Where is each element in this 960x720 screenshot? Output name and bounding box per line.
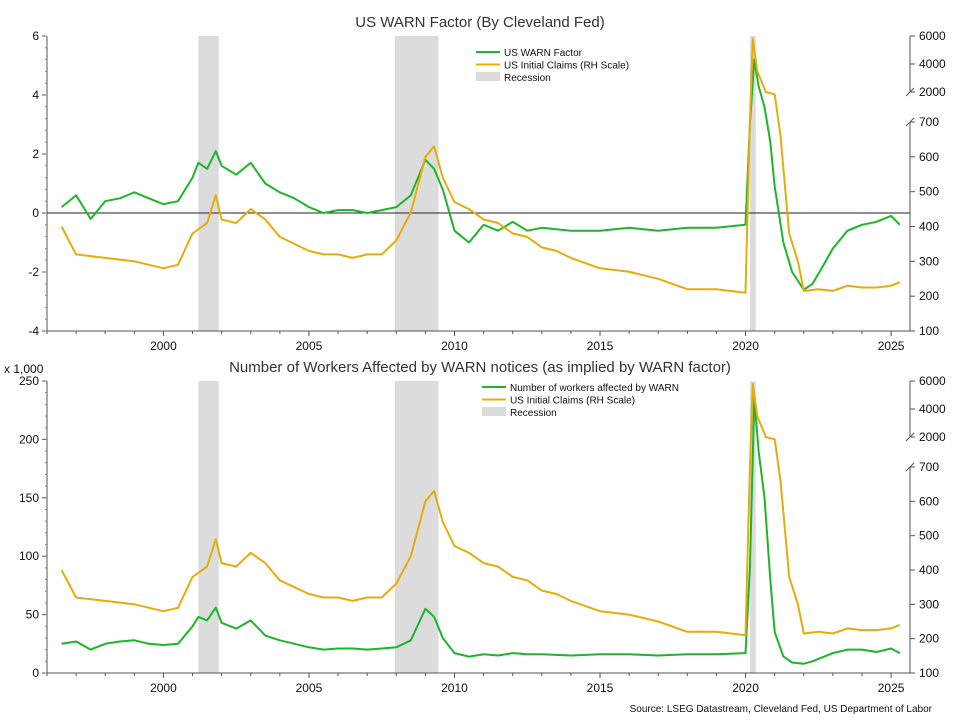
y-right-tick-label: 400 — [919, 563, 939, 577]
recession-band — [749, 381, 756, 673]
x-tick-label: 2005 — [296, 681, 323, 695]
y-right-tick-label: 700 — [919, 115, 939, 129]
y-tick-label: 0 — [32, 666, 39, 680]
y-tick-label: 150 — [19, 491, 39, 505]
y-right-tick-label: 500 — [919, 529, 939, 543]
y-tick-label: 200 — [19, 432, 39, 446]
x-tick-label: 2010 — [441, 681, 468, 695]
y-right-tick-label: 600 — [919, 494, 939, 508]
y-right-tick-label: 100 — [919, 324, 939, 338]
chart-title: US WARN Factor (By Cleveland Fed) — [355, 14, 605, 31]
y-tick-label: 6 — [32, 29, 39, 43]
recession-band — [749, 36, 756, 331]
recession-band — [198, 381, 219, 673]
chart-title: Number of Workers Affected by WARN notic… — [229, 359, 731, 376]
source-note: Source: LSEG Datastream, Cleveland Fed, … — [630, 704, 933, 715]
legend-label: Number of workers affected by WARN — [510, 383, 679, 394]
y-tick-label: 250 — [19, 374, 39, 388]
legend-label: Recession — [504, 73, 551, 84]
y-right-tick-label: 300 — [919, 597, 939, 611]
y-right-tick-label: 300 — [919, 254, 939, 268]
x-tick-label: 2020 — [732, 339, 759, 353]
y-right-tick-label: 4000 — [919, 57, 946, 71]
legend-swatch — [476, 72, 500, 81]
y-right-tick-label: 4000 — [919, 402, 946, 416]
series-line — [61, 396, 901, 665]
x-tick-label: 2015 — [587, 339, 614, 353]
y-tick-label: 2 — [32, 147, 39, 161]
y-right-tick-label: 2000 — [919, 430, 946, 444]
y-right-tick-label: 200 — [919, 632, 939, 646]
series-line — [60, 58, 901, 291]
y-tick-label: 4 — [32, 88, 39, 102]
series-line — [60, 37, 901, 294]
recession-band — [198, 36, 219, 331]
legend-label: US Initial Claims (RH Scale) — [510, 396, 635, 407]
series-line — [60, 382, 901, 637]
y-right-tick-label: 400 — [919, 220, 939, 234]
y-right-tick-label: 2000 — [919, 85, 946, 99]
y-tick-label: -2 — [28, 265, 39, 279]
legend-label: US Initial Claims (RH Scale) — [504, 61, 629, 72]
x-tick-label: 2005 — [296, 339, 323, 353]
y-right-tick-label: 100 — [919, 666, 939, 680]
x-tick-label: 2000 — [150, 339, 177, 353]
y-tick-label: 50 — [26, 608, 40, 622]
x-tick-label: 2020 — [732, 681, 759, 695]
x-tick-label: 2010 — [441, 339, 468, 353]
legend-swatch — [482, 407, 506, 416]
x-tick-label: 2025 — [878, 681, 905, 695]
legend-label: Recession — [510, 408, 557, 419]
y-tick-label: -4 — [28, 324, 39, 338]
y-right-tick-label: 6000 — [919, 29, 946, 43]
y-tick-label: 0 — [32, 206, 39, 220]
y-right-tick-label: 600 — [919, 150, 939, 164]
y-right-tick-label: 6000 — [919, 374, 946, 388]
x-tick-label: 2025 — [878, 339, 905, 353]
y-right-tick-label: 700 — [919, 460, 939, 474]
y-tick-label: 100 — [19, 549, 39, 563]
y-unit-label: x 1,000 — [4, 362, 44, 376]
x-tick-label: 2000 — [150, 681, 177, 695]
recession-band — [394, 381, 439, 673]
y-right-tick-label: 200 — [919, 289, 939, 303]
x-tick-label: 2015 — [587, 681, 614, 695]
y-right-tick-label: 500 — [919, 185, 939, 199]
legend-label: US WARN Factor — [504, 48, 583, 59]
